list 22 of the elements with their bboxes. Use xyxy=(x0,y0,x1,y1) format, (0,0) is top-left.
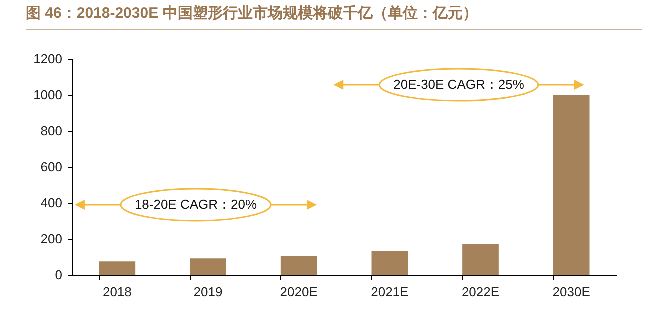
y-tick-label: 600 xyxy=(40,160,62,174)
x-tick-label: 2030E xyxy=(552,284,591,300)
annotation: 20E-30E CAGR：25% xyxy=(394,76,524,94)
y-tick-label: 1000 xyxy=(34,88,62,102)
y-tick-label: 1200 xyxy=(34,52,62,66)
x-tick-label: 2021E xyxy=(371,284,410,300)
y-tick-label: 800 xyxy=(40,124,62,138)
chart-title: 图 46：2018-2030E 中国塑形行业市场规模将破千亿（单位：亿元） xyxy=(26,4,642,30)
bar xyxy=(99,262,136,275)
bar xyxy=(190,258,226,275)
x-tick-label: 2019 xyxy=(194,284,223,300)
bar xyxy=(280,256,318,275)
y-tick-label: 400 xyxy=(40,196,62,210)
bar xyxy=(553,95,590,275)
x-tick-label: 2020E xyxy=(280,284,318,300)
bar xyxy=(372,251,408,275)
annotation: 18-20E CAGR：20% xyxy=(134,196,258,214)
y-tick-label: 200 xyxy=(40,232,62,246)
y-tick-label: 0 xyxy=(55,268,62,282)
x-tick-label: 2018 xyxy=(102,284,132,300)
bar xyxy=(462,244,499,275)
x-tick-label: 2022E xyxy=(462,284,500,300)
